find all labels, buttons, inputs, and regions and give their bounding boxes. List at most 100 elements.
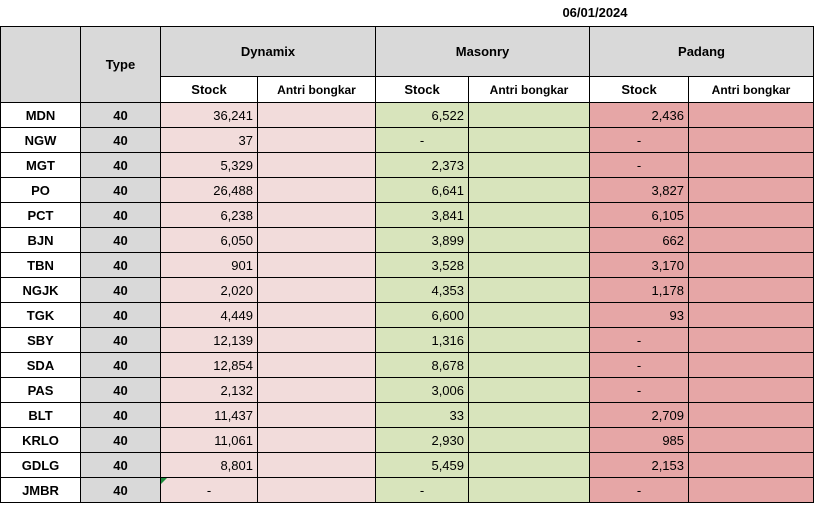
- masonry-antri-cell: [468, 452, 591, 478]
- masonry-antri-cell: [468, 377, 591, 403]
- table-row: KRLO 40 11,061 2,930 985: [0, 427, 814, 453]
- row-type: 40: [80, 302, 161, 328]
- padang-antri-cell: [688, 402, 814, 428]
- masonry-antri-cell: [468, 202, 591, 228]
- masonry-stock-cell: 8,678: [375, 352, 470, 378]
- row-type: 40: [80, 452, 161, 478]
- cell-comment-indicator-icon: [161, 478, 167, 484]
- padang-antri-cell: [688, 302, 814, 328]
- padang-stock-cell: 3,170: [589, 252, 690, 278]
- dynamix-stock-cell: 8,801: [160, 452, 258, 478]
- dynamix-antri-cell: [256, 327, 377, 353]
- row-kota: MGT: [0, 152, 81, 178]
- dynamix-antri-cell: [256, 427, 377, 453]
- dynamix-antri-cell: [256, 452, 377, 478]
- row-type: 40: [80, 152, 161, 178]
- table-row: SDA 40 12,854 8,678 -: [0, 352, 814, 378]
- table-row: PO 40 26,488 6,641 3,827: [0, 177, 814, 203]
- masonry-stock-cell: 4,353: [375, 277, 470, 303]
- padang-antri-cell: [688, 252, 814, 278]
- dynamix-stock-cell: 2,020: [160, 277, 258, 303]
- row-kota: GDLG: [0, 452, 81, 478]
- padang-antri-cell: [688, 427, 814, 453]
- row-type: 40: [80, 252, 161, 278]
- dynamix-stock-cell: 12,139: [160, 327, 258, 353]
- row-type: 40: [80, 352, 161, 378]
- masonry-stock-cell: 3,899: [375, 227, 470, 253]
- masonry-antri-cell: [468, 102, 591, 128]
- dynamix-stock-cell: 6,050: [160, 227, 258, 253]
- report-date: 06/01/2024: [562, 5, 628, 20]
- table-row: BLT 40 11,437 33 2,709: [0, 402, 814, 428]
- padang-stock-cell: 2,709: [589, 402, 690, 428]
- padang-antri-cell: [688, 177, 814, 203]
- table-row: GDLG 40 8,801 5,459 2,153: [0, 452, 814, 478]
- row-type: 40: [80, 377, 161, 403]
- dynamix-antri-cell: [256, 252, 377, 278]
- header-masonry-antri: Antri bongkar: [468, 76, 591, 103]
- masonry-stock-cell: 6,641: [375, 177, 470, 203]
- row-kota: PAS: [0, 377, 81, 403]
- header-padang: Padang: [589, 26, 814, 77]
- dynamix-antri-cell: [256, 302, 377, 328]
- table-row: SBY 40 12,139 1,316 -: [0, 327, 814, 353]
- padang-stock-cell: 3,827: [589, 177, 690, 203]
- masonry-antri-cell: [468, 227, 591, 253]
- header-kota: [0, 26, 81, 103]
- masonry-stock-cell: 2,373: [375, 152, 470, 178]
- table-row: MGT 40 5,329 2,373 -: [0, 152, 814, 178]
- masonry-antri-cell: [468, 427, 591, 453]
- masonry-antri-cell: [468, 252, 591, 278]
- masonry-antri-cell: [468, 277, 591, 303]
- table-row: TGK 40 4,449 6,600 93: [0, 302, 814, 328]
- table-row: BJN 40 6,050 3,899 662: [0, 227, 814, 253]
- dynamix-stock-cell: -: [160, 477, 258, 503]
- padang-antri-cell: [688, 152, 814, 178]
- header-dynamix: Dynamix: [159, 26, 377, 77]
- row-kota: NGW: [0, 127, 81, 153]
- masonry-antri-cell: [468, 477, 591, 503]
- row-kota: PO: [0, 177, 81, 203]
- padang-antri-cell: [688, 127, 814, 153]
- padang-stock-cell: -: [589, 152, 690, 178]
- row-kota: BLT: [0, 402, 81, 428]
- dynamix-antri-cell: [256, 152, 377, 178]
- padang-stock-cell: -: [589, 327, 690, 353]
- header-dynamix-stock: Stock: [160, 76, 258, 103]
- masonry-antri-cell: [468, 177, 591, 203]
- dynamix-antri-cell: [256, 177, 377, 203]
- padang-stock-cell: -: [589, 477, 690, 503]
- padang-stock-cell: -: [589, 352, 690, 378]
- date-bar: 06/01/2024: [0, 0, 814, 26]
- dynamix-antri-cell: [256, 402, 377, 428]
- stock-table: Type Dynamix Masonry Padang Stock Antri …: [0, 26, 814, 503]
- header-row-sub: Stock Antri bongkar Stock Antri bongkar …: [1, 76, 814, 103]
- padang-stock-cell: 985: [589, 427, 690, 453]
- header-dynamix-antri: Antri bongkar: [256, 76, 377, 103]
- table-row: MDN 40 36,241 6,522 2,436: [0, 102, 814, 128]
- dynamix-antri-cell: [256, 227, 377, 253]
- dynamix-stock-cell: 4,449: [160, 302, 258, 328]
- row-kota: SBY: [0, 327, 81, 353]
- table-row: NGW 40 37 - -: [0, 127, 814, 153]
- padang-antri-cell: [688, 202, 814, 228]
- table-row: PAS 40 2,132 3,006 -: [0, 377, 814, 403]
- masonry-stock-cell: -: [375, 477, 470, 503]
- row-kota: PCT: [0, 202, 81, 228]
- header-padang-antri: Antri bongkar: [688, 76, 814, 103]
- padang-stock-cell: 2,153: [589, 452, 690, 478]
- dynamix-stock-cell: 6,238: [160, 202, 258, 228]
- padang-antri-cell: [688, 352, 814, 378]
- table-row: PCT 40 6,238 3,841 6,105: [0, 202, 814, 228]
- padang-antri-cell: [688, 452, 814, 478]
- padang-stock-cell: -: [589, 377, 690, 403]
- padang-stock-cell: -: [589, 127, 690, 153]
- dynamix-antri-cell: [256, 377, 377, 403]
- dynamix-stock-cell: 901: [160, 252, 258, 278]
- table-row: JMBR 40- - -: [0, 477, 814, 503]
- masonry-stock-cell: 3,006: [375, 377, 470, 403]
- header-masonry-stock: Stock: [375, 76, 470, 103]
- row-kota: MDN: [0, 102, 81, 128]
- padang-antri-cell: [688, 227, 814, 253]
- masonry-stock-cell: 1,316: [375, 327, 470, 353]
